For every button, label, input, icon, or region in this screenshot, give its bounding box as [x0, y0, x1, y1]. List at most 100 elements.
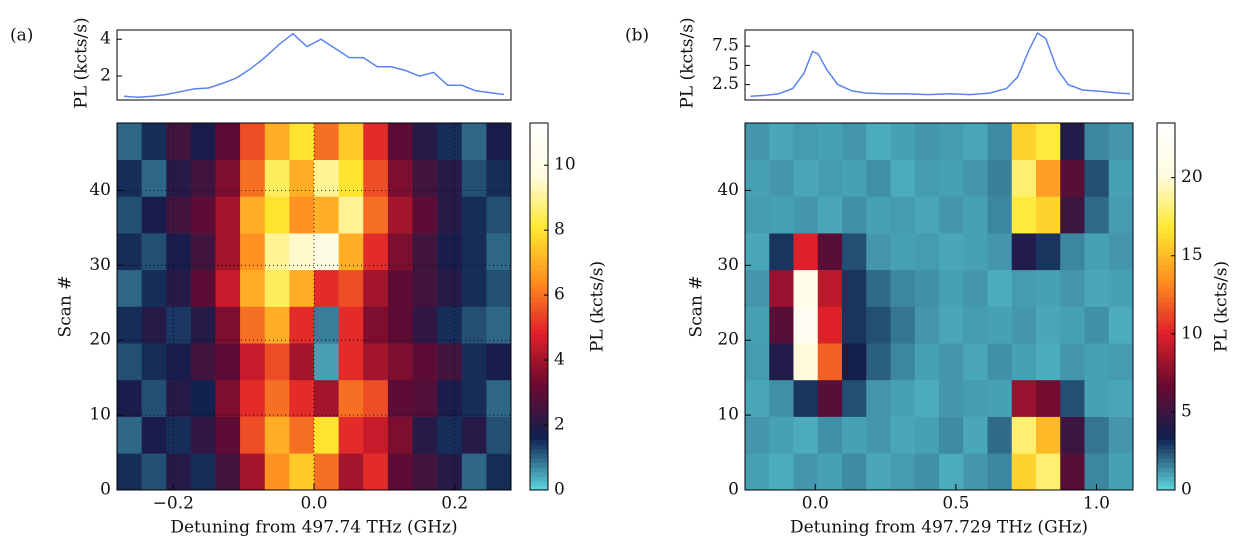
- heatmap-cell: [461, 269, 487, 307]
- heatmap-cell: [338, 343, 364, 381]
- heatmap-cell: [240, 196, 266, 234]
- heatmap-cell: [866, 453, 891, 491]
- colorbar-segment: [1157, 389, 1175, 395]
- heatmap-cell: [387, 306, 413, 344]
- colorbar-segment: [1157, 366, 1175, 372]
- colorbar-segment: [530, 237, 548, 243]
- heatmap-cell: [190, 196, 216, 234]
- y-tick-label: 4: [100, 29, 111, 49]
- heatmap-cell: [1108, 306, 1134, 344]
- colorbar-segment: [530, 361, 548, 367]
- colorbar-segment: [530, 178, 548, 184]
- heatmap-cell: [190, 159, 216, 197]
- heatmap-cell: [289, 233, 315, 271]
- colorbar-segment: [1157, 453, 1175, 459]
- heatmap-cell: [987, 343, 1013, 381]
- plot-frame: [744, 29, 1134, 101]
- heatmap-cell: [1108, 343, 1134, 381]
- heatmap-cell: [486, 343, 512, 381]
- heatmap-cell: [486, 196, 512, 234]
- heatmap-cell: [240, 159, 266, 197]
- x-axis-label: Detuning from 497.74 THz (GHz): [170, 518, 457, 538]
- heatmap-cell: [166, 416, 192, 454]
- heatmap-cell: [264, 306, 290, 344]
- y-tick-label: 20: [89, 330, 111, 350]
- plot-frame: [116, 122, 512, 491]
- colorbar-segment: [1157, 384, 1175, 390]
- heatmap-cell: [338, 159, 364, 197]
- heatmap-cell: [264, 123, 290, 160]
- colorbar-segment: [1157, 283, 1175, 289]
- heatmap-cell: [117, 123, 142, 160]
- heatmap-cell: [363, 379, 389, 417]
- colorbar-segment: [1157, 393, 1175, 399]
- heatmap-cell: [117, 379, 142, 417]
- heatmap-cell: [939, 379, 964, 417]
- colorbar-segment: [530, 421, 548, 427]
- colorbar-frame: [529, 122, 549, 491]
- colorbar-segment: [1157, 301, 1175, 307]
- y-axis-label: PL (kcts/s): [72, 17, 92, 108]
- heatmap-cell: [939, 196, 964, 234]
- heatmap-cell: [939, 269, 964, 307]
- heatmap-cell: [1036, 453, 1061, 491]
- colorbar-segment: [530, 145, 548, 152]
- colorbar-segment: [530, 127, 548, 133]
- colorbar-segment: [1157, 352, 1175, 358]
- heatmap-cell: [866, 269, 891, 307]
- heatmap-cell: [963, 233, 988, 271]
- colorbar-segment: [530, 343, 548, 349]
- colorbar-segment: [530, 412, 548, 418]
- heatmap-cell: [363, 123, 389, 160]
- heatmap-cell: [166, 269, 192, 307]
- colorbar-segment: [530, 233, 548, 239]
- heatmap-cell: [817, 269, 843, 307]
- heatmap-cell: [914, 196, 940, 234]
- colorbar-segment: [1157, 457, 1175, 463]
- heatmap-cell: [387, 269, 413, 307]
- heatmap-cell: [1108, 196, 1134, 234]
- colorbar-segment: [530, 329, 548, 335]
- colorbar-segment: [530, 132, 548, 138]
- heatmap-cell: [387, 416, 413, 454]
- heatmap-cell: [117, 416, 142, 454]
- heatmap-cell: [338, 306, 364, 344]
- colorbar-label: PL (kcts/s): [588, 261, 608, 352]
- colorbar-segment: [1157, 246, 1175, 252]
- heatmap-cell: [745, 269, 770, 307]
- heatmap-cell: [412, 416, 438, 454]
- heatmap-cell: [461, 343, 487, 381]
- heatmap-cell: [769, 379, 794, 417]
- colorbar-segment: [530, 223, 548, 230]
- colorbar-segment: [1157, 338, 1175, 344]
- colorbar-segment: [1157, 200, 1175, 207]
- heatmap-cell: [769, 453, 794, 491]
- heatmap-cell: [1084, 343, 1110, 381]
- heatmap-cell: [842, 343, 867, 381]
- plot-frame: [116, 29, 512, 101]
- heatmap-cell: [745, 196, 770, 234]
- colorbar-segment: [1157, 164, 1175, 170]
- heatmap-cell: [769, 269, 794, 307]
- heatmap-cell: [866, 196, 891, 234]
- colorbar-segment: [530, 205, 548, 211]
- panel-label: (a): [10, 26, 33, 46]
- colorbar-segment: [530, 164, 548, 170]
- heatmap-cell: [461, 416, 487, 454]
- heatmap-cell: [264, 416, 290, 454]
- colorbar-segment: [1157, 343, 1175, 349]
- heatmap-cell: [338, 379, 364, 417]
- colorbar-segment: [1157, 467, 1175, 473]
- colorbar-segment: [530, 389, 548, 395]
- panel-label: (b): [625, 26, 649, 46]
- colorbar-tick-label: 4: [554, 350, 565, 370]
- heatmap-cell: [240, 453, 266, 491]
- heatmap-cell: [141, 306, 167, 344]
- x-tick-label: 0.0: [802, 494, 829, 514]
- colorbar-segment: [1157, 269, 1175, 275]
- heatmap-cell: [842, 416, 867, 454]
- heatmap-cell: [338, 416, 364, 454]
- heatmap-cell: [141, 233, 167, 271]
- heatmap-cell: [817, 233, 843, 271]
- heatmap-cell: [338, 123, 364, 160]
